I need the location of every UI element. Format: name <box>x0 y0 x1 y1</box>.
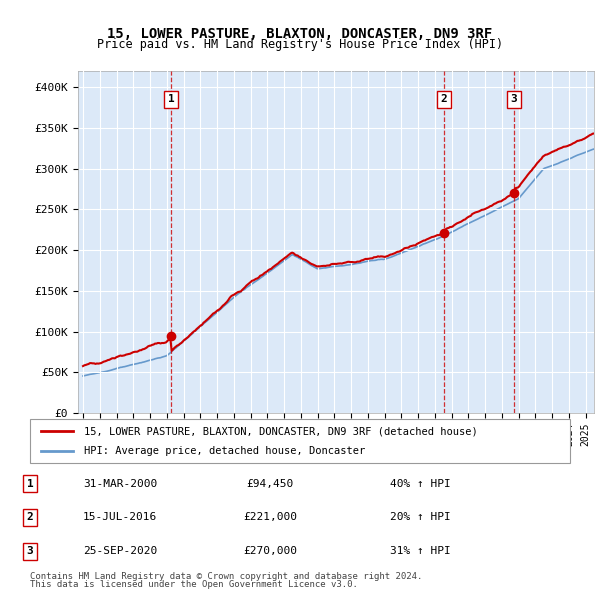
Text: £221,000: £221,000 <box>243 513 297 522</box>
Text: HPI: Average price, detached house, Doncaster: HPI: Average price, detached house, Donc… <box>84 446 365 455</box>
Text: 31-MAR-2000: 31-MAR-2000 <box>83 478 157 489</box>
Text: This data is licensed under the Open Government Licence v3.0.: This data is licensed under the Open Gov… <box>30 580 358 589</box>
Text: 2: 2 <box>26 513 34 522</box>
Text: 15-JUL-2016: 15-JUL-2016 <box>83 513 157 522</box>
Text: 1: 1 <box>26 478 34 489</box>
Text: 1: 1 <box>167 94 175 104</box>
Text: 3: 3 <box>511 94 517 104</box>
Text: 15, LOWER PASTURE, BLAXTON, DONCASTER, DN9 3RF (detached house): 15, LOWER PASTURE, BLAXTON, DONCASTER, D… <box>84 427 478 436</box>
Text: £270,000: £270,000 <box>243 546 297 556</box>
Text: £94,450: £94,450 <box>247 478 293 489</box>
Text: 31% ↑ HPI: 31% ↑ HPI <box>389 546 451 556</box>
FancyBboxPatch shape <box>30 419 570 463</box>
Text: 25-SEP-2020: 25-SEP-2020 <box>83 546 157 556</box>
Text: Contains HM Land Registry data © Crown copyright and database right 2024.: Contains HM Land Registry data © Crown c… <box>30 572 422 581</box>
Text: Price paid vs. HM Land Registry's House Price Index (HPI): Price paid vs. HM Land Registry's House … <box>97 38 503 51</box>
Text: 2: 2 <box>440 94 447 104</box>
Text: 15, LOWER PASTURE, BLAXTON, DONCASTER, DN9 3RF: 15, LOWER PASTURE, BLAXTON, DONCASTER, D… <box>107 27 493 41</box>
Text: 40% ↑ HPI: 40% ↑ HPI <box>389 478 451 489</box>
Text: 20% ↑ HPI: 20% ↑ HPI <box>389 513 451 522</box>
Text: 3: 3 <box>26 546 34 556</box>
